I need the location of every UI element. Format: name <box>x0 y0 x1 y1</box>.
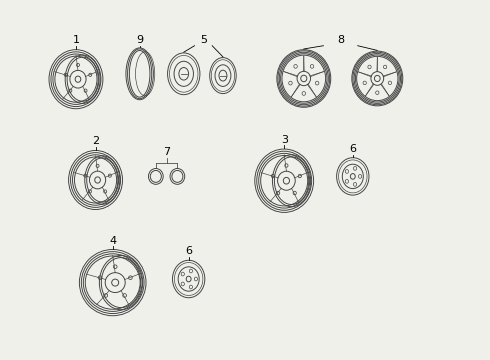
Text: 7: 7 <box>163 147 170 157</box>
Text: 9: 9 <box>136 35 143 45</box>
Text: 1: 1 <box>73 35 79 45</box>
Text: 6: 6 <box>185 246 192 256</box>
Text: 6: 6 <box>349 144 356 154</box>
Text: 8: 8 <box>337 35 344 45</box>
Text: 2: 2 <box>92 136 99 146</box>
Text: 5: 5 <box>200 35 207 45</box>
Text: 3: 3 <box>281 135 288 145</box>
Text: 4: 4 <box>109 235 116 246</box>
